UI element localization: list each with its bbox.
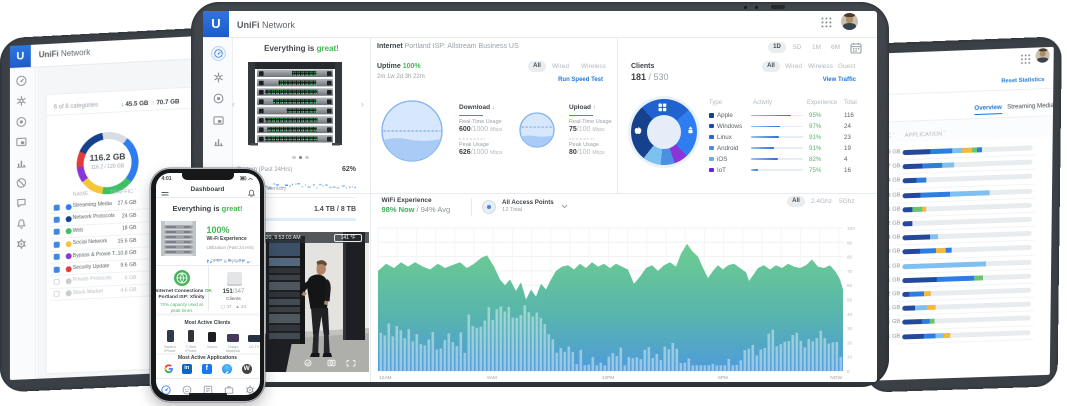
svg-text:50: 50	[847, 297, 853, 302]
svg-text:6AM: 6AM	[487, 375, 497, 381]
svg-text:100: 100	[847, 226, 855, 231]
svg-text:70: 70	[847, 268, 853, 273]
svg-text:40: 40	[847, 311, 853, 316]
svg-text:80: 80	[847, 254, 853, 259]
svg-text:NOW: NOW	[830, 375, 842, 381]
svg-text:30: 30	[847, 326, 853, 331]
svg-text:90: 90	[847, 240, 853, 245]
svg-text:12AM: 12AM	[379, 375, 392, 381]
svg-text:0: 0	[847, 369, 850, 374]
svg-text:60: 60	[847, 283, 853, 288]
svg-text:12PM: 12PM	[601, 375, 614, 381]
svg-text:10: 10	[847, 354, 853, 359]
svg-text:20: 20	[847, 340, 853, 345]
svg-text:6PM: 6PM	[718, 375, 728, 381]
